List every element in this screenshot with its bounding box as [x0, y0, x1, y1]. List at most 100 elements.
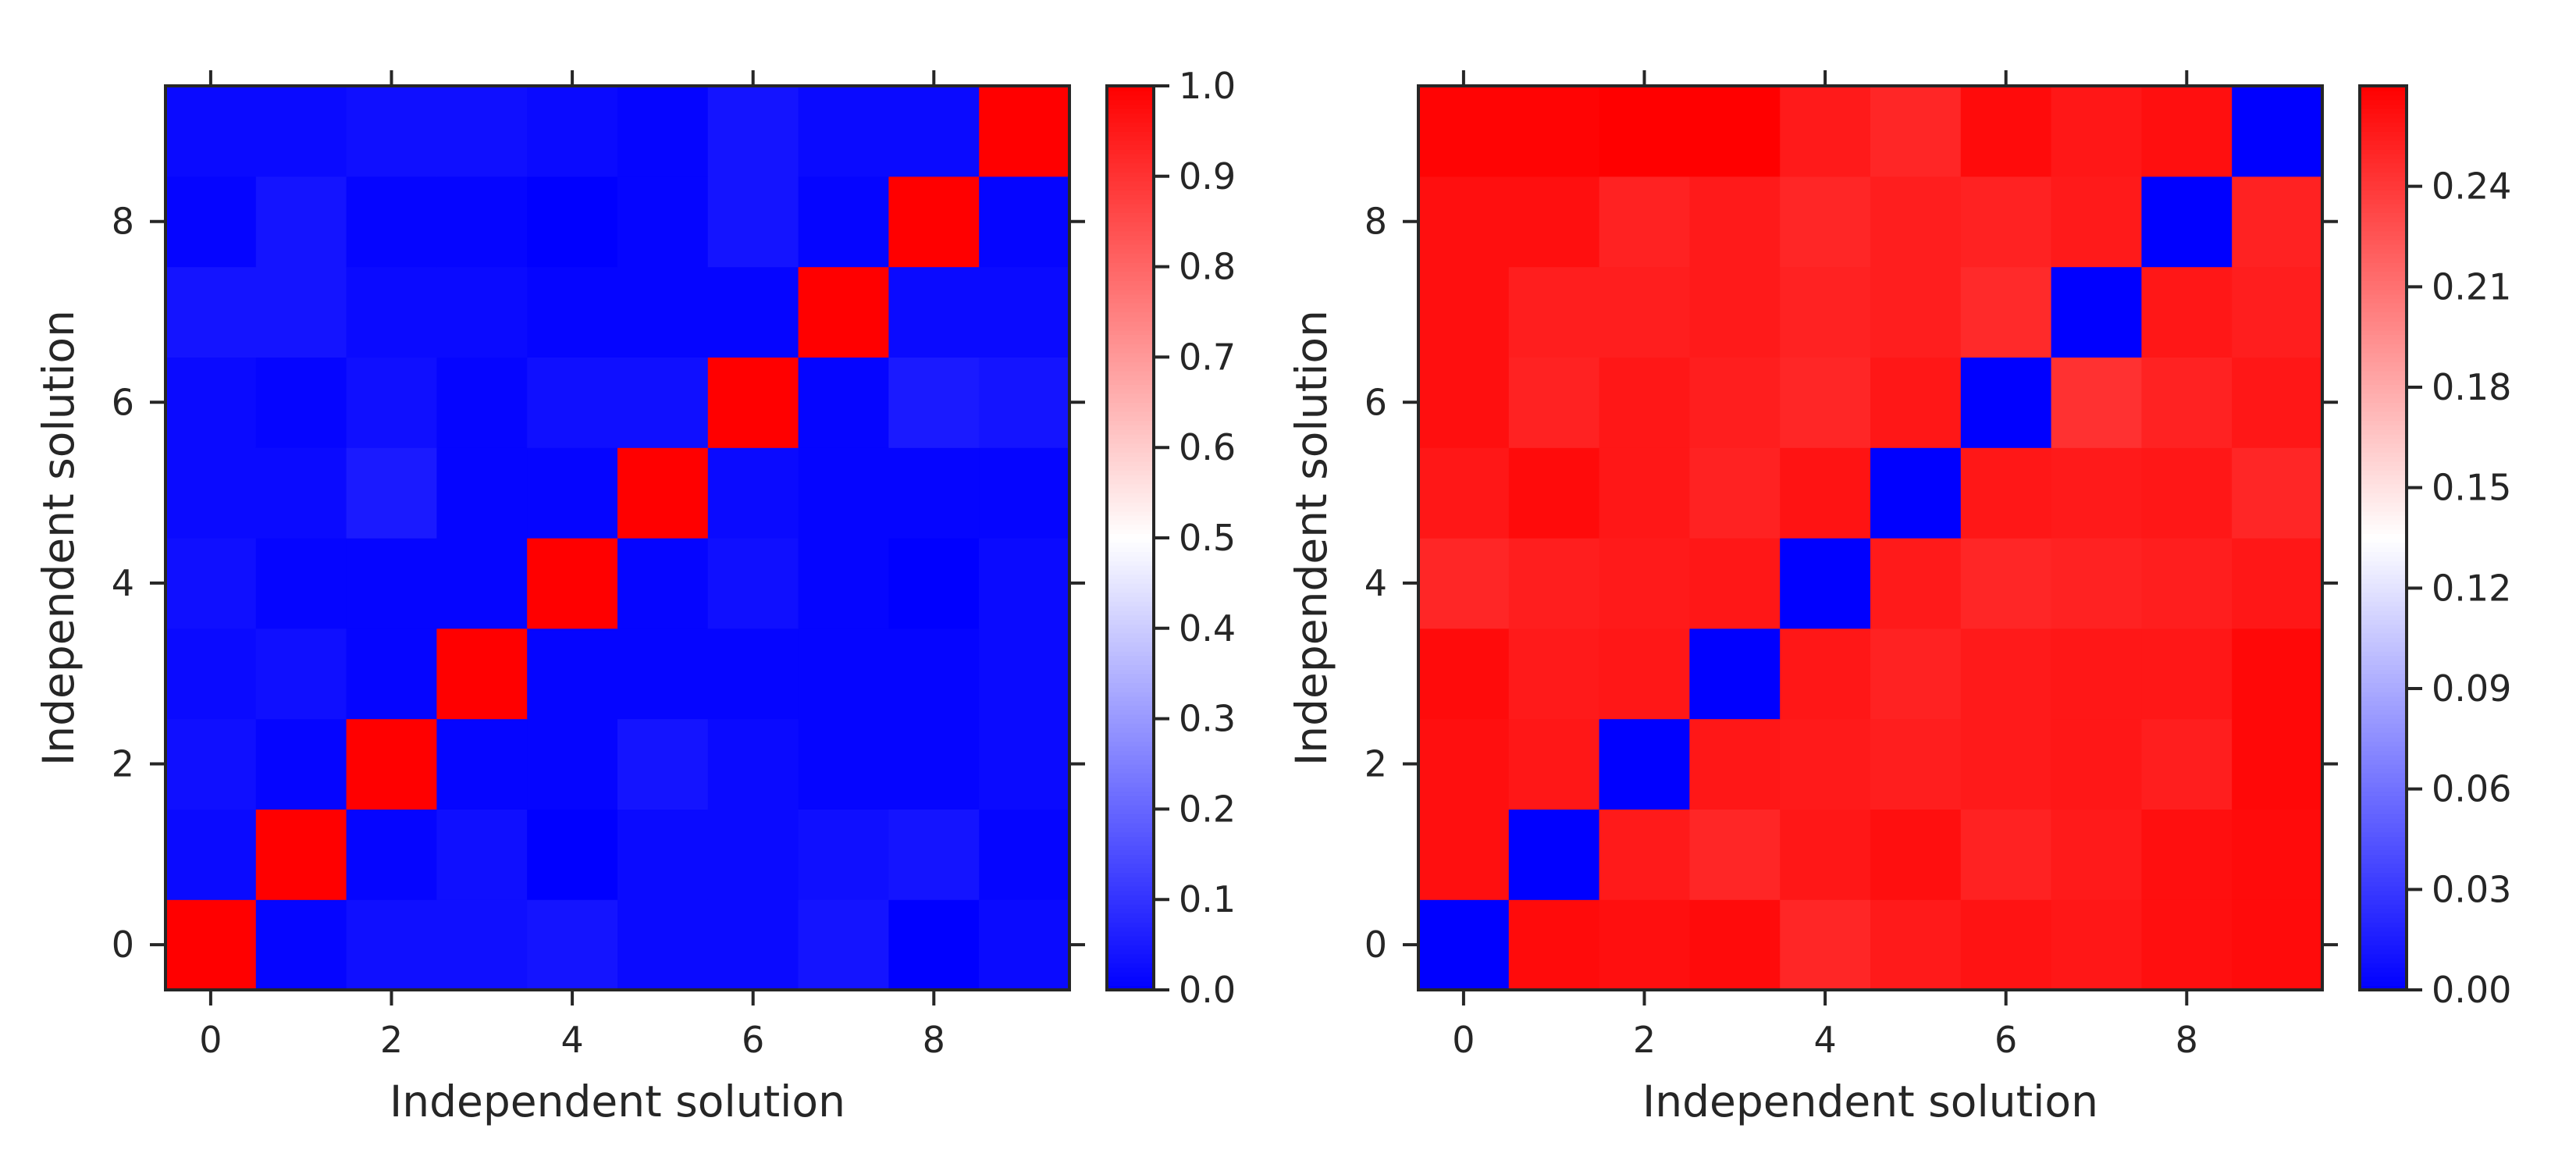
colorbar-step [2360, 239, 2407, 245]
heatmap-cell [527, 718, 618, 810]
heatmap-cell [888, 809, 980, 900]
colorbar-step [2360, 908, 2407, 914]
colorbar-step [1107, 890, 1154, 896]
tick-labels-right: 0 2 4 6 8 0 2 4 6 8 [1364, 201, 2198, 1061]
colorbar-step [2360, 506, 2407, 512]
x-tick-label: 0 [199, 1019, 222, 1061]
colorbar-step [1107, 479, 1154, 485]
colorbar-step [1107, 854, 1154, 860]
colorbar-step [1107, 447, 1154, 453]
colorbar-step [2360, 198, 2407, 205]
colorbar-step [1107, 126, 1154, 132]
colorbar-step [2360, 650, 2407, 657]
colorbar-step [2360, 664, 2407, 670]
heatmap-cell [436, 538, 528, 629]
colorbar-step [2360, 365, 2407, 372]
heatmap-cell [527, 809, 618, 900]
colorbar-step [2360, 831, 2407, 837]
colorbar-step [1107, 488, 1154, 493]
heatmap-cell [1960, 176, 2052, 268]
y-tick-label: 0 [1364, 924, 1387, 966]
colorbar-step [1107, 140, 1154, 146]
colorbar-step [1107, 266, 1154, 272]
colorbar-step [1107, 903, 1154, 909]
colorbar-step [2360, 632, 2407, 639]
heatmap-cell [798, 899, 889, 991]
colorbar-step [1107, 158, 1154, 164]
colorbar-tick-label: 0.24 [2432, 166, 2511, 208]
heatmap-cell [1780, 718, 1871, 810]
colorbar-step [2360, 768, 2407, 774]
heatmap-cell [1418, 447, 1510, 539]
colorbar-step [1107, 515, 1154, 521]
colorbar-step [2360, 587, 2407, 593]
colorbar-step [2360, 393, 2407, 399]
heatmap-cell [346, 538, 437, 629]
heatmap-cell [888, 899, 980, 991]
colorbar-step [1107, 691, 1154, 697]
colorbar-step [1107, 556, 1154, 561]
heatmap-cell [707, 628, 799, 720]
colorbar-step [2360, 311, 2407, 318]
colorbar-step [2360, 135, 2407, 141]
heatmap-cell [2232, 447, 2323, 539]
colorbar-step [1107, 122, 1154, 127]
colorbar-step [2360, 176, 2407, 182]
colorbar-step [1107, 258, 1154, 263]
colorbar-tick-label: 0.9 [1179, 155, 1236, 198]
colorbar-step [2360, 126, 2407, 132]
heatmap-cell [1599, 899, 1690, 991]
heatmap-cell [346, 447, 437, 539]
colorbar-step [2360, 931, 2407, 937]
colorbar-step [2360, 940, 2407, 945]
colorbar-step [1107, 872, 1154, 878]
colorbar-step [1107, 402, 1154, 408]
colorbar-step [2360, 582, 2407, 589]
colorbar-step [2360, 415, 2407, 422]
heatmap-cell [165, 538, 257, 629]
heatmap-cell [707, 266, 799, 358]
heatmap-cell [527, 899, 618, 991]
colorbar-tick-label: 0.0 [1179, 969, 1236, 1011]
colorbar-step [1107, 307, 1154, 313]
heatmap-cell [346, 266, 437, 358]
colorbar-step [2360, 357, 2407, 362]
colorbar-step [1107, 908, 1154, 914]
colorbar-step [2360, 809, 2407, 814]
heatmap-cell [346, 176, 437, 268]
heatmap-cell [1599, 266, 1690, 358]
colorbar-step [2360, 153, 2407, 159]
colorbar-step [1107, 963, 1154, 968]
heatmap-cell [346, 86, 437, 177]
heatmap-cell [1599, 809, 1690, 900]
colorbar-step [2360, 474, 2407, 480]
heatmap-panel-right: 0 2 4 6 8 0 2 4 6 8 Independent solution Independ… [1286, 70, 2511, 1127]
colorbar-step [2360, 799, 2407, 806]
heatmap-cell [798, 809, 889, 900]
colorbar-tick-label: 0.3 [1179, 698, 1236, 740]
colorbar-step [1107, 461, 1154, 467]
colorbar-tick-label: 0.06 [2432, 768, 2511, 810]
colorbar-step [1107, 985, 1154, 991]
colorbar-step [1107, 370, 1154, 376]
colorbar-step [2360, 122, 2407, 127]
colorbar-step [2360, 361, 2407, 367]
colorbar-step [2360, 519, 2407, 525]
colorbar-step [2360, 493, 2407, 498]
colorbar-frame [2358, 84, 2408, 991]
colorbar-step [1107, 913, 1154, 919]
colorbar-step [2360, 529, 2407, 535]
heatmap-cell [527, 86, 618, 177]
heatmap-cell [1960, 628, 2052, 720]
colorbar-step [1107, 836, 1154, 842]
colorbar-step [1107, 325, 1154, 331]
colorbar-step [2360, 885, 2407, 892]
colorbar-step [1107, 347, 1154, 354]
colorbar-step [1107, 415, 1154, 422]
colorbar-step [2360, 497, 2407, 503]
colorbar-step [1107, 239, 1154, 245]
colorbar-step [2360, 190, 2407, 195]
y-tick-label: 6 [1364, 381, 1387, 423]
heatmap-cell [798, 266, 889, 358]
heatmap-cell [2051, 266, 2142, 358]
